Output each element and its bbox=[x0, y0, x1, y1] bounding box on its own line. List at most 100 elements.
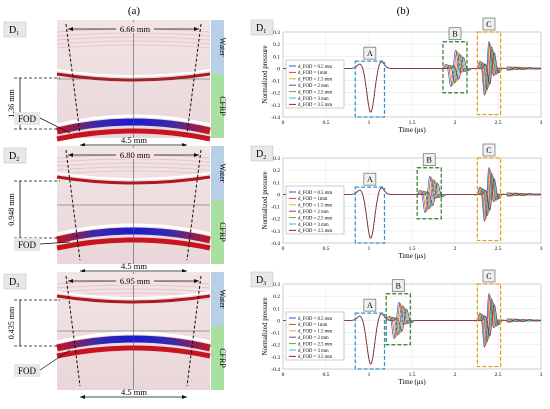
legend-entry: d_FOD = 2 mm bbox=[298, 210, 329, 215]
beam-boundary-left bbox=[65, 23, 81, 135]
panel-id: D1 bbox=[256, 23, 266, 35]
y-tick-label: 0.2 bbox=[273, 168, 280, 174]
legend-entry: d_FOD = 0.5 mm bbox=[298, 191, 332, 196]
x-tick-label: 1 bbox=[368, 372, 371, 378]
water-layer bbox=[211, 272, 224, 326]
x-axis-label: Time (μs) bbox=[398, 252, 426, 260]
cfrp-label: CFRP bbox=[218, 96, 227, 116]
legend-entry: d_FOD = 3.5 mm bbox=[298, 355, 332, 360]
legend bbox=[285, 185, 345, 235]
y-tick-label: 0 bbox=[277, 66, 280, 72]
panel-id-box bbox=[3, 273, 27, 290]
region-label-box bbox=[363, 172, 377, 186]
y-tick-label: 0.1 bbox=[273, 180, 280, 186]
x-tick-label: 3 bbox=[540, 120, 543, 126]
panel-id-sub: 2 bbox=[16, 157, 19, 163]
legend-entry: d_FOD = 1mm bbox=[298, 197, 328, 202]
y-tick-label: -0.4 bbox=[271, 115, 280, 121]
x-tick-label: 3 bbox=[540, 372, 543, 378]
legend-entry: d_FOD = 3 mm bbox=[298, 349, 329, 354]
panel-id: D1 bbox=[9, 25, 19, 37]
panel-id-box bbox=[250, 19, 274, 36]
region-label-box bbox=[363, 46, 377, 60]
x-tick-label: 3 bbox=[540, 246, 543, 252]
legend-entry: d_FOD = 3 mm bbox=[298, 97, 329, 102]
cfrp-layer bbox=[211, 74, 224, 138]
water-layer bbox=[211, 146, 224, 200]
panel-b-3: 0.30.20.10-0.1-0.2-0.3-0.40 0.5 1 1.5 2 2.5 3N… bbox=[250, 269, 543, 386]
region-label-b: B bbox=[396, 282, 401, 291]
y-tick-label: 0.2 bbox=[273, 42, 280, 48]
panel-id: D2 bbox=[256, 149, 266, 161]
x-axis-label: Time (μs) bbox=[398, 378, 426, 386]
depth-label: 1.36 mm bbox=[7, 89, 16, 118]
region-label-a: A bbox=[367, 49, 373, 58]
width-label-bg bbox=[116, 148, 154, 159]
region-box-a bbox=[354, 186, 386, 244]
y-tick-label: -0.1 bbox=[271, 205, 280, 211]
panel-id-box bbox=[3, 21, 27, 38]
fod-label-bg bbox=[14, 364, 40, 377]
x-tick-label: 2 bbox=[454, 372, 457, 378]
panel-id-sub: 3 bbox=[263, 281, 266, 287]
region-box-b bbox=[442, 41, 468, 94]
x-tick-label: 0 bbox=[282, 120, 285, 126]
x-tick-label: 0 bbox=[282, 372, 285, 378]
beam-boundary-right bbox=[186, 275, 202, 387]
legend bbox=[285, 59, 345, 109]
region-label-box bbox=[422, 153, 436, 167]
legend bbox=[285, 311, 345, 361]
panel-id-sub: 1 bbox=[263, 29, 266, 35]
x-tick-label: 0.5 bbox=[323, 120, 330, 126]
x-tick-label: 2.5 bbox=[495, 372, 502, 378]
water-label: Water bbox=[218, 164, 227, 183]
y-tick-label: -0.3 bbox=[271, 355, 280, 361]
y-tick-label: -0.3 bbox=[271, 103, 280, 109]
legend-entry: d_FOD = 1mm bbox=[298, 71, 328, 76]
base-label: 4.5 mm bbox=[121, 135, 147, 145]
beam-boundary-right bbox=[186, 23, 202, 135]
width-label: 6.95 mm bbox=[120, 276, 151, 286]
legend-entry: d_FOD = 0.5 mm bbox=[298, 317, 332, 322]
base-label: 4.5 mm bbox=[121, 387, 147, 397]
cfrp-layer bbox=[211, 200, 224, 264]
legend-entry: d_FOD = 0.5 mm bbox=[298, 65, 332, 70]
fod-label: FOD bbox=[18, 366, 37, 376]
panel-b-1: 0.30.20.10-0.1-0.2-0.3-0.40 0.5 1 1.5 2 2.5 3N… bbox=[250, 17, 543, 134]
panel-id-sub: 2 bbox=[263, 155, 266, 161]
width-label-bg bbox=[116, 274, 154, 285]
depth-label: 0.948 mm bbox=[7, 193, 16, 226]
y-tick-label: -0.2 bbox=[271, 91, 280, 97]
region-box-c bbox=[476, 157, 502, 242]
y-axis-label: Normalized pressure bbox=[261, 45, 269, 103]
panel-id: D3 bbox=[9, 277, 19, 289]
x-tick-label: 1.5 bbox=[409, 372, 416, 378]
region-label-box bbox=[482, 17, 496, 31]
cfrp-label: CFRP bbox=[218, 222, 227, 242]
panel-id-box bbox=[3, 147, 27, 164]
legend-entry: d_FOD = 1.5 mm bbox=[298, 78, 332, 83]
y-tick-label: 0.2 bbox=[273, 294, 280, 300]
x-axis-label: Time (μs) bbox=[398, 126, 426, 134]
region-label-c: C bbox=[486, 20, 491, 29]
panel-id: D2 bbox=[9, 151, 19, 163]
legend-entry: d_FOD = 2.5 mm bbox=[298, 216, 332, 221]
region-label-box bbox=[391, 279, 405, 293]
legend-entry: d_FOD = 2 mm bbox=[298, 336, 329, 341]
region-label-c: C bbox=[486, 272, 491, 281]
panel-id: D3 bbox=[256, 275, 266, 287]
legend-entry: d_FOD = 2 mm bbox=[298, 84, 329, 89]
legend-entry: d_FOD = 3 mm bbox=[298, 223, 329, 228]
x-tick-label: 2.5 bbox=[495, 120, 502, 126]
x-tick-label: 2.5 bbox=[495, 246, 502, 252]
region-label-b: B bbox=[427, 156, 432, 165]
legend-entry: d_FOD = 1.5 mm bbox=[298, 204, 332, 209]
label-b: (b) bbox=[397, 5, 410, 17]
y-axis-label: Normalized pressure bbox=[261, 297, 269, 355]
y-tick-label: 0.3 bbox=[273, 30, 280, 36]
y-tick-label: -0.1 bbox=[271, 79, 280, 85]
beam-boundary-left bbox=[65, 149, 81, 261]
panel-id-box bbox=[250, 271, 274, 288]
